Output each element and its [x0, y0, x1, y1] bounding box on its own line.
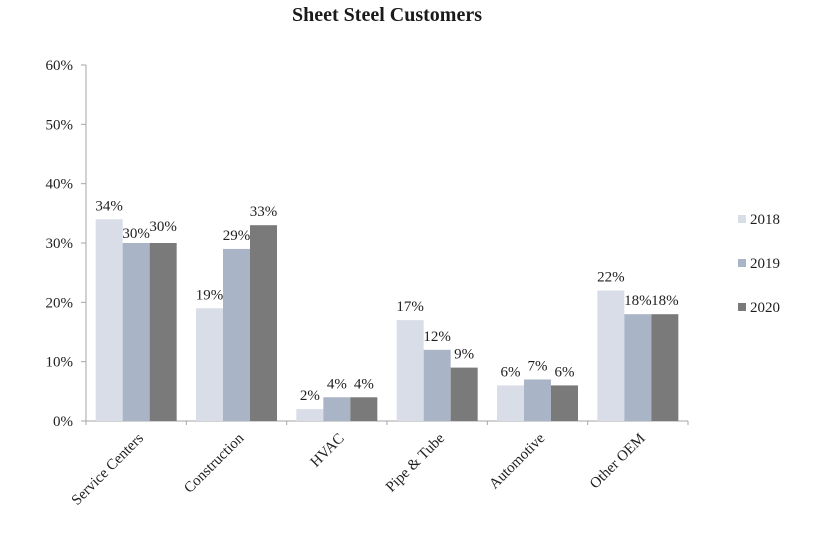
bar-value-label: 18% [651, 293, 679, 309]
bar-value-label: 30% [122, 226, 150, 242]
bar-2020 [149, 243, 177, 421]
bar-value-label: 2% [300, 388, 320, 404]
bar-2019 [624, 314, 652, 421]
bar-value-label: 4% [327, 376, 347, 392]
bar-value-label: 30% [149, 219, 177, 235]
y-axis-tick-label: 10% [46, 355, 74, 371]
legend-swatch-2020 [738, 303, 746, 311]
x-category-label: Construction [181, 430, 247, 496]
bar-value-label: 4% [354, 376, 374, 392]
y-axis-tick-label: 20% [46, 295, 74, 311]
bar-value-label: 6% [501, 364, 521, 380]
bar-2020 [450, 367, 478, 421]
y-axis-tick-label: 60% [46, 58, 74, 74]
bar-value-label: 29% [223, 228, 251, 244]
bar-value-label: 22% [597, 269, 625, 285]
bar-value-label: 34% [95, 198, 123, 214]
bar-value-label: 6% [555, 364, 575, 380]
bar-2018 [196, 308, 223, 421]
bar-value-label: 18% [624, 293, 652, 309]
legend-swatch-2019 [738, 259, 746, 267]
bar-value-label: 17% [396, 299, 424, 315]
bar-2019 [423, 349, 451, 421]
y-axis-tick-label: 50% [46, 117, 74, 133]
x-category-label: Other OEM [587, 431, 649, 493]
bar-2020 [651, 314, 679, 421]
bar-2018 [296, 409, 324, 421]
bar-2018 [597, 290, 625, 421]
bar-2020 [350, 397, 378, 421]
x-category-label: Automotive [486, 430, 548, 492]
bar-2019 [122, 243, 150, 421]
y-axis-tick-label: 30% [46, 236, 74, 252]
legend-label-2020: 2020 [750, 300, 780, 316]
y-axis-tick-label: 40% [46, 177, 74, 193]
bar-2020 [250, 225, 277, 421]
legend-label-2018: 2018 [750, 212, 780, 228]
legend-swatch-2018 [738, 215, 746, 223]
legend-label-2019: 2019 [750, 256, 780, 272]
x-category-label: Pipe & Tube [383, 430, 448, 495]
bar-value-label: 19% [196, 287, 224, 303]
bar-2020 [551, 385, 578, 421]
x-category-label: Service Centers [69, 430, 147, 508]
bar-2019 [223, 248, 250, 421]
bar-value-label: 9% [454, 347, 474, 363]
bar-value-label: 12% [423, 329, 451, 345]
x-category-label: HVAC [308, 431, 348, 471]
bar-2018 [95, 219, 123, 421]
bar-2019 [524, 379, 551, 421]
bar-value-label: 33% [250, 204, 278, 220]
bar-2018 [396, 320, 424, 421]
bar-2018 [497, 385, 524, 421]
bar-2019 [323, 397, 351, 421]
bar-value-label: 7% [528, 358, 548, 374]
y-axis-tick-label: 0% [53, 414, 73, 430]
chart-title: Sheet Steel Customers [292, 4, 482, 26]
